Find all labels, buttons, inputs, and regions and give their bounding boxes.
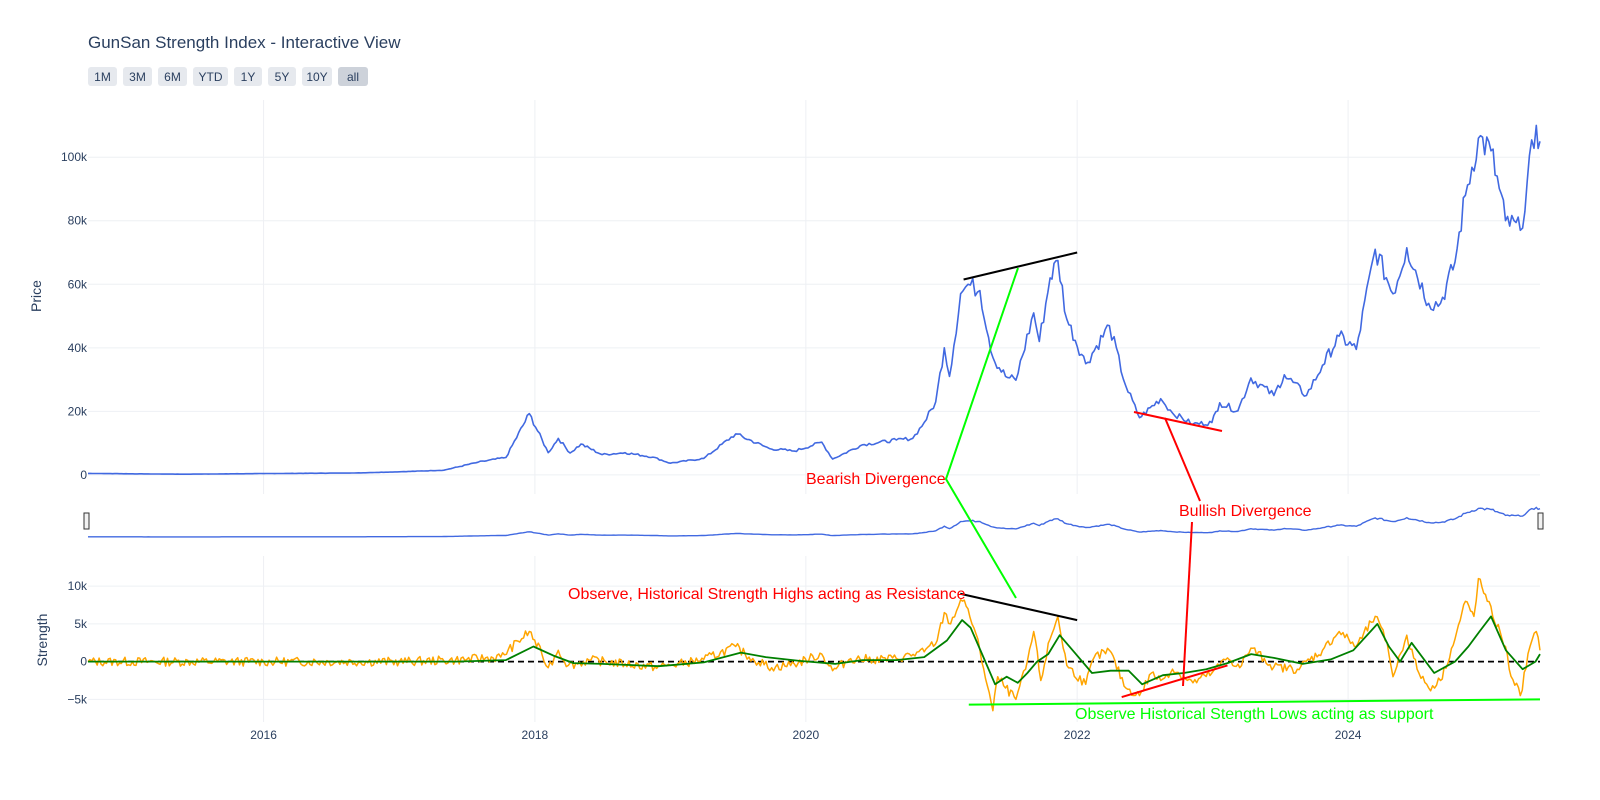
- range-selector: 1M 3M 6M YTD 1Y 5Y 10Y all: [88, 67, 368, 86]
- price-axis-title: Price: [28, 280, 44, 312]
- strength-ma-line: [88, 615, 1541, 686]
- grid-layer: [88, 100, 1540, 722]
- annotation-strength-support: Observe Historical Stength Lows acting a…: [1075, 706, 1434, 723]
- price-y-tick-label: 40k: [68, 341, 88, 355]
- annotation-bearish-divergence: Bearish Divergence: [806, 471, 946, 488]
- range-button-6m[interactable]: 6M: [158, 67, 187, 86]
- chart-title: GunSan Strength Index - Interactive View: [88, 33, 401, 52]
- strength-y-tick-label: 5k: [74, 617, 88, 631]
- range-button-1y[interactable]: 1Y: [234, 67, 262, 86]
- strength-y-tick-label: 10k: [68, 579, 88, 593]
- strength-support-line: [968, 698, 1541, 706]
- x-tick-label: 2022: [1064, 728, 1091, 742]
- axis-labels: Price Strength 2016 2018 2020 2022 2024 0 20k 4…: [28, 150, 1362, 742]
- range-button-3m[interactable]: 3M: [123, 67, 152, 86]
- range-slider-line: [88, 506, 1541, 538]
- price-y-tick-label: 60k: [68, 277, 88, 291]
- x-tick-label: 2024: [1335, 728, 1362, 742]
- x-tick-label: 2018: [522, 728, 549, 742]
- price-y-tick-label: 100k: [61, 150, 88, 164]
- annotation-strength-resistance: Observe, Historical Strength Highs actin…: [568, 586, 966, 603]
- bullish-divergence-connector-bottom: [1182, 521, 1193, 687]
- annotations: Bearish Divergence Bullish Divergence Ob…: [568, 471, 1434, 723]
- range-button-1m[interactable]: 1M: [88, 67, 117, 86]
- price-lows-line: [1133, 411, 1223, 432]
- x-tick-label: 2016: [250, 728, 277, 742]
- range-button-5y[interactable]: 5Y: [268, 67, 296, 86]
- price-y-tick-label: 0: [80, 468, 87, 482]
- range-button-10y[interactable]: 10Y: [302, 67, 332, 86]
- x-tick-label: 2020: [792, 728, 819, 742]
- bearish-divergence-connector: [944, 267, 1019, 599]
- strength-y-tick-label: 0: [80, 655, 87, 669]
- range-slider-handle-right: [1537, 512, 1544, 530]
- price-highs-trendline: [963, 251, 1078, 281]
- range-button-ytd[interactable]: YTD: [193, 67, 228, 86]
- range-button-all[interactable]: all: [338, 67, 368, 86]
- bullish-divergence-connector-top: [1164, 417, 1201, 502]
- strength-bullish-line: [1121, 664, 1228, 699]
- series-layer: [87, 124, 1541, 712]
- price-series-line: [88, 124, 1541, 475]
- strength-y-tick-label: −5k: [67, 692, 88, 706]
- strength-highs-trendline: [960, 592, 1078, 622]
- strength-axis-title: Strength: [34, 614, 50, 667]
- price-y-tick-label: 80k: [68, 214, 88, 228]
- range-slider[interactable]: [83, 506, 1544, 538]
- price-y-tick-label: 20k: [68, 404, 88, 418]
- annotation-bullish-divergence: Bullish Divergence: [1179, 503, 1312, 520]
- annotation-lines: [944, 251, 1541, 706]
- range-slider-handle-left: [83, 512, 90, 530]
